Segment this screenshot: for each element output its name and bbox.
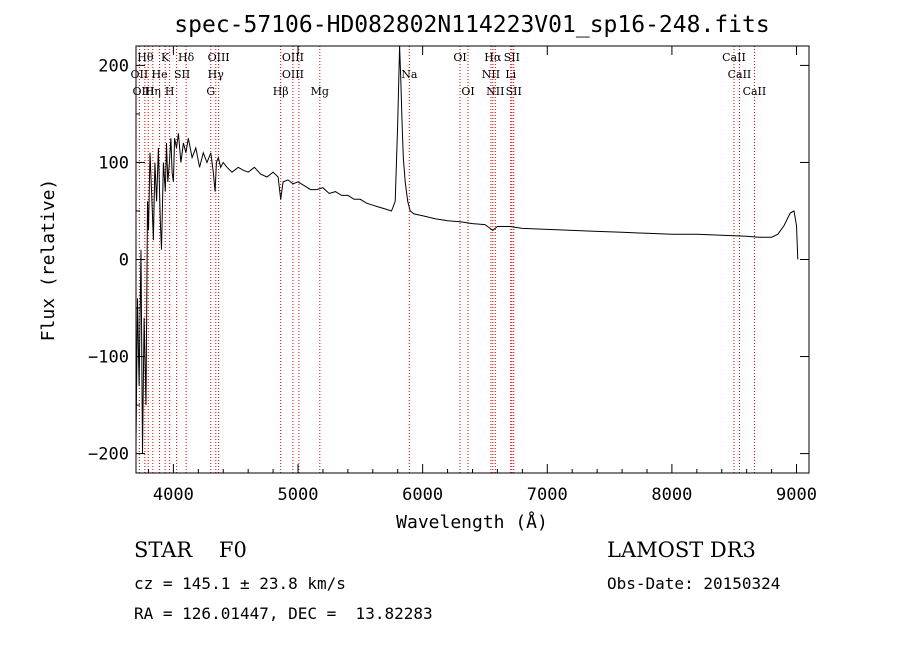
line-label: Hβ [273, 85, 289, 98]
line-label: CaII [728, 68, 752, 81]
y-tick-label: −200 [88, 445, 129, 465]
line-label: OIII [208, 51, 230, 64]
line-label: He [152, 68, 168, 81]
y-axis-ticks: −200 −100 0 100 200 [88, 56, 809, 465]
line-label: Hη [145, 85, 161, 98]
line-label: Li [505, 68, 516, 81]
line-label: CaII [743, 85, 767, 98]
line-label: K [161, 51, 170, 64]
line-label: OIII [132, 85, 154, 98]
x-tick-label: 9000 [776, 485, 817, 505]
survey-name: LAMOST DR3 [607, 538, 756, 562]
x-tick-label: 4000 [153, 485, 194, 505]
x-tick-label: 7000 [527, 485, 568, 505]
line-label: Hδ [178, 51, 195, 64]
line-label: SII [506, 85, 522, 98]
line-label: Hθ [137, 51, 154, 64]
line-label: Hα [484, 51, 502, 64]
x-tick-label: 5000 [278, 485, 319, 505]
line-label: SII [504, 51, 520, 64]
x-axis-ticks: 4000 5000 6000 7000 8000 9000 [147, 46, 817, 505]
x-axis-label: Wavelength (Å) [396, 511, 548, 533]
plot-frame [135, 45, 810, 474]
line-label: SII [174, 68, 190, 81]
line-label: Hγ [208, 68, 225, 81]
line-label: OI [461, 85, 474, 98]
line-label: OIII [282, 51, 304, 64]
line-label: OIII [282, 68, 304, 81]
line-label: H [165, 85, 175, 98]
line-label: NII [486, 85, 504, 98]
flux-series-line [135, 45, 799, 454]
line-label: OII [131, 68, 149, 81]
x-tick-label: 8000 [651, 485, 692, 505]
line-label: NII [482, 68, 500, 81]
object-class: STAR F0 [134, 538, 247, 562]
line-label: OI [453, 51, 466, 64]
emission-line-markers [138, 46, 755, 473]
observation-date: Obs-Date: 20150324 [607, 574, 781, 593]
y-tick-label: 200 [98, 56, 129, 76]
sky-coordinates: RA = 126.01447, DEC = 13.82283 [134, 604, 433, 623]
line-label: Na [401, 68, 418, 81]
y-tick-label: −100 [88, 348, 129, 368]
chart-title: spec-57106-HD082802N114223V01_sp16-248.f… [174, 12, 769, 38]
y-tick-label: 100 [98, 153, 129, 173]
y-tick-label: 0 [119, 251, 129, 271]
line-label: G [206, 85, 215, 98]
line-label: Mg [311, 85, 329, 98]
y-axis-label: Flux (relative) [38, 179, 59, 342]
line-label: CaII [722, 51, 746, 64]
redshift-velocity: cz = 145.1 ± 23.8 km/s [134, 574, 346, 593]
x-tick-label: 6000 [402, 485, 443, 505]
